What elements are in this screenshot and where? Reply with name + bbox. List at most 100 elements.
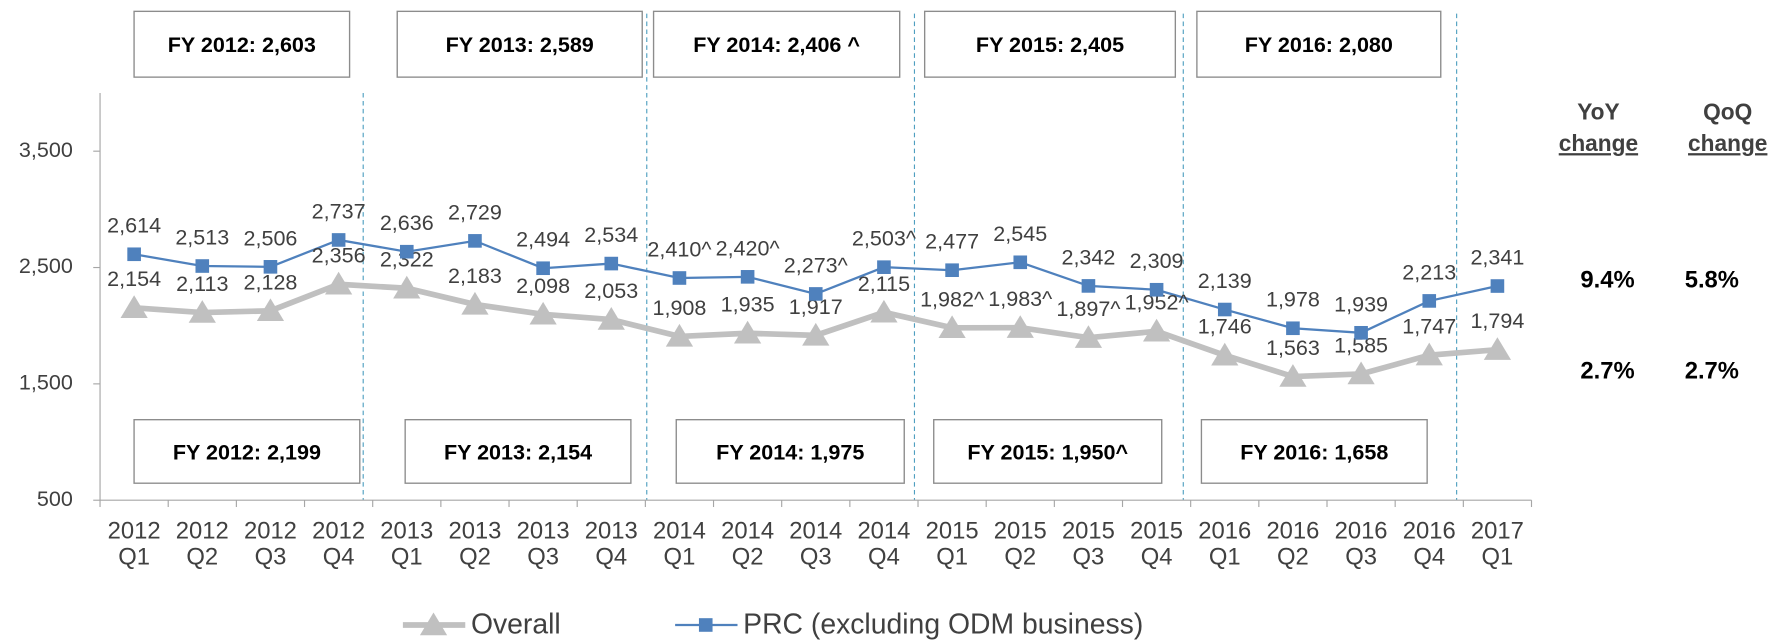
side-value: 5.8%	[1685, 267, 1739, 294]
data-label: 1,563	[1266, 335, 1320, 360]
data-label: 2,341	[1470, 244, 1524, 269]
side-header: change	[1688, 130, 1767, 156]
annotation: FY 2012: 2,199	[173, 439, 321, 464]
data-label: 1,982^	[920, 286, 984, 311]
x-tick-label: 2012	[244, 517, 297, 544]
annotation-box	[396, 10, 643, 78]
x-tick-label: Q2	[459, 543, 491, 570]
x-tick-label: Q3	[800, 543, 832, 570]
data-label: 2,636	[380, 210, 434, 235]
point	[870, 299, 898, 323]
point	[1142, 318, 1171, 342]
point	[195, 259, 210, 273]
x-tick-label: Q4	[323, 543, 355, 570]
point	[938, 315, 966, 339]
x-tick-label: 2014	[789, 517, 842, 544]
data-label: 2,737	[312, 198, 366, 223]
x-tick-label: Q3	[1073, 543, 1105, 570]
point	[802, 322, 830, 346]
data-label: 2,506	[243, 225, 297, 250]
x-tick-label: 2014	[653, 517, 706, 544]
point	[1490, 279, 1505, 293]
x-tick-label: Q1	[936, 543, 968, 570]
legend-label: Overall	[471, 609, 561, 641]
point	[188, 300, 216, 323]
point	[1013, 255, 1028, 270]
legend-label: PRC (excluding ODM business)	[743, 609, 1143, 641]
annotation: FY 2016: 2,080	[1245, 32, 1393, 57]
data-label: 2,113	[176, 271, 228, 296]
data-label: 2,503^	[852, 226, 916, 251]
y-tick-label: 500	[37, 486, 73, 511]
data-label: 2,139	[1198, 268, 1252, 293]
y-tick-label: 1,500	[19, 370, 73, 395]
data-label: 2,098	[516, 273, 570, 298]
x-tick-label: 2012	[176, 517, 229, 544]
annotation: FY 2013: 2,154	[444, 439, 592, 464]
data-label: 1,747	[1402, 314, 1456, 339]
annotation-box	[1200, 419, 1428, 484]
x-tick-label: Q3	[527, 543, 559, 570]
data-label: 2,115	[858, 271, 910, 296]
data-label: 2,213	[1402, 259, 1456, 284]
data-label: 2,273^	[784, 252, 848, 277]
point	[256, 298, 285, 322]
point	[945, 263, 959, 278]
x-tick-label: Q2	[186, 543, 218, 570]
annotation-box	[1196, 10, 1442, 78]
x-tick-label: Q3	[255, 543, 287, 570]
x-tick-label: 2013	[517, 517, 570, 544]
x-tick-label: Q4	[1141, 543, 1173, 570]
data-label: 1,935	[721, 292, 775, 317]
data-label: 1,939	[1334, 291, 1388, 316]
annotation-box	[933, 419, 1163, 484]
point	[740, 270, 755, 284]
x-tick-label: 2016	[1403, 517, 1456, 544]
point	[120, 295, 148, 318]
x-tick-label: 2013	[585, 517, 638, 544]
point	[325, 271, 353, 295]
data-label: 1,908	[652, 295, 706, 320]
annotation: FY 2014: 2,406 ^	[693, 32, 860, 57]
point	[808, 287, 823, 301]
side-header: YoY	[1577, 98, 1619, 124]
point	[1006, 315, 1034, 338]
data-label: 2,477	[925, 229, 979, 254]
point	[127, 247, 141, 262]
data-label: 2,614	[107, 213, 161, 238]
annotation: FY 2013: 2,589	[446, 32, 594, 57]
point	[331, 233, 346, 247]
annotation-box	[652, 10, 901, 78]
x-tick-label: Q2	[732, 543, 764, 570]
point	[1483, 337, 1512, 360]
annotation: FY 2014: 1,975	[716, 439, 864, 464]
x-tick-label: Q2	[1004, 543, 1036, 570]
x-tick-label: 2014	[857, 517, 910, 544]
annotation-box	[923, 10, 1177, 78]
y-tick-label: 3,500	[19, 137, 73, 162]
point	[399, 244, 414, 259]
data-label: 2,729	[448, 199, 502, 224]
side-value: 2.7%	[1580, 357, 1634, 384]
data-label: 2,154	[107, 266, 161, 291]
point	[1415, 342, 1443, 366]
annotation: FY 2012: 2,603	[168, 32, 316, 57]
data-label: 2,053	[584, 278, 638, 303]
data-label: 1,983^	[988, 286, 1052, 311]
annotation: FY 2015: 1,950^	[967, 439, 1128, 464]
x-tick-label: 2015	[994, 517, 1047, 544]
x-tick-label: 2016	[1198, 517, 1251, 544]
y-tick-label: 2,500	[19, 253, 73, 278]
point	[263, 260, 278, 274]
point	[877, 260, 891, 274]
point	[393, 275, 421, 299]
data-label: 2,420^	[716, 235, 780, 260]
data-label: 2,545	[993, 221, 1047, 246]
x-tick-label: 2012	[108, 517, 161, 544]
side-header: change	[1559, 130, 1638, 156]
point	[529, 301, 557, 325]
point	[1217, 302, 1232, 317]
point	[672, 271, 687, 285]
x-tick-label: 2015	[1062, 517, 1115, 544]
data-label: 2,309	[1130, 248, 1184, 273]
